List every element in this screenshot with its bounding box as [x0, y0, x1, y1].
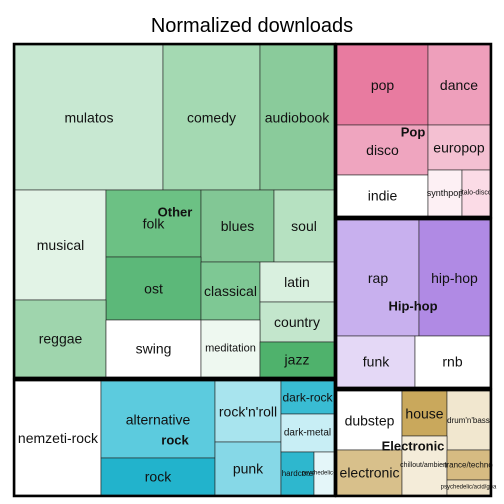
- tile-label-audiobook: audiobook: [265, 110, 331, 126]
- tile-rnb: [414, 335, 491, 388]
- tile-italo-disco: [461, 169, 491, 217]
- tile-label-psychedelic-acid-goa: psychedelic/acid/goa: [441, 485, 497, 491]
- tile-label-rock: rock: [145, 469, 172, 485]
- group-border-pop: [334, 42, 493, 219]
- tile-musical: [14, 189, 107, 301]
- group-border-electronic: [334, 388, 493, 498]
- tile-label-dubstep: dubstep: [345, 413, 395, 429]
- tile-jazz: [259, 341, 335, 378]
- tile-mulatos: [14, 44, 164, 191]
- tile-nemzeti-rock: [14, 380, 102, 496]
- tile-label-country: country: [274, 314, 320, 330]
- tile-label-soul: soul: [291, 218, 317, 234]
- tile-drum-n-bass: [446, 390, 491, 451]
- tile-label-hardcore: hardcore: [282, 469, 314, 478]
- tile-label-mulatos: mulatos: [64, 110, 113, 126]
- tile-alternative: [100, 380, 216, 459]
- tile-disco: [336, 124, 429, 176]
- group-label-electronic: Electronic: [382, 439, 445, 454]
- tile-label-blues: blues: [221, 218, 254, 234]
- tile-label-latin: latin: [284, 274, 310, 290]
- tile-dark-metal: [280, 413, 335, 453]
- tile-label-italo-disco: italo-disco: [460, 190, 492, 197]
- tile-classical: [200, 261, 261, 321]
- group-border-hip-hop: [334, 217, 493, 390]
- tile-label-indie: indie: [368, 188, 398, 204]
- tile-label-meditation: meditation: [205, 343, 256, 355]
- tile-meditation: [200, 319, 261, 378]
- group-label-rock: rock: [161, 433, 189, 448]
- group-label-hip-hop: Hip-hop: [388, 299, 437, 314]
- tile-reggae: [14, 299, 107, 378]
- tile-label-trance-techno: trance/techno: [444, 461, 493, 470]
- tile-label-alternative: alternative: [126, 412, 191, 428]
- tile-hip-hop: [418, 219, 491, 337]
- tile-comedy: [162, 44, 261, 191]
- tile-label-comedy: comedy: [187, 110, 236, 126]
- tile-label-disco: disco: [366, 142, 399, 158]
- tile-soul: [273, 189, 335, 263]
- tile-label-electronic: electronic: [340, 465, 400, 481]
- group-label-other: Other: [158, 205, 193, 220]
- tile-label-chillout-ambient: chillout/ambient: [400, 462, 449, 469]
- tile-label-ost: ost: [144, 281, 163, 297]
- tile-label-synthpop: synthpop: [427, 188, 464, 198]
- tile-label-dark-metal: dark-metal: [284, 428, 331, 439]
- tile-label-funk: funk: [363, 354, 390, 370]
- tile-swing: [105, 319, 202, 378]
- tile-label-psychedelic-rock: psychedelic-rock: [302, 471, 348, 477]
- tile-label-dance: dance: [440, 77, 478, 93]
- tile-funk: [336, 335, 416, 388]
- tile-europop: [427, 124, 491, 171]
- tile-rock: [100, 457, 216, 496]
- tile-label-classical: classical: [204, 283, 257, 299]
- tile-label-folk: folk: [143, 216, 166, 232]
- tile-label-punk: punk: [233, 461, 264, 477]
- tile-dark-rock: [280, 380, 335, 415]
- tile-label-reggae: reggae: [39, 331, 83, 347]
- tile-punk: [214, 441, 282, 496]
- tile-label-jazz: jazz: [284, 352, 310, 368]
- tile-label-musical: musical: [37, 237, 84, 253]
- tile-ost: [105, 256, 202, 321]
- tile-hardcore: [280, 451, 315, 496]
- tile-label-house: house: [405, 406, 443, 422]
- treemap-group-labels: Other Pop Hip-hop rock Electronic: [158, 125, 445, 454]
- tile-label-rock-n-roll: rock'n'roll: [219, 404, 277, 420]
- tile-dubstep: [336, 390, 403, 451]
- tile-label-dark-rock: dark-rock: [282, 391, 333, 405]
- treemap-tiles: mulatos comedy audiobook musical folk blues so…: [14, 44, 497, 496]
- tile-label-pop: pop: [371, 77, 395, 93]
- chart-title: Normalized downloads: [151, 15, 353, 37]
- tile-label-swing: swing: [136, 341, 172, 357]
- tile-label-drum-n-bass: drum'n'bass: [447, 416, 490, 425]
- tile-blues: [200, 189, 275, 263]
- tile-label-rnb: rnb: [442, 354, 462, 370]
- group-label-pop: Pop: [401, 125, 426, 140]
- tile-label-rap: rap: [368, 270, 388, 286]
- tile-country: [259, 301, 335, 343]
- tile-folk: [105, 189, 202, 258]
- tile-label-europop: europop: [433, 140, 485, 156]
- tile-label-hip-hop: hip-hop: [431, 270, 478, 286]
- treemap-group-borders: [12, 42, 493, 498]
- tile-label-nemzeti-rock: nemzeti-rock: [18, 430, 99, 446]
